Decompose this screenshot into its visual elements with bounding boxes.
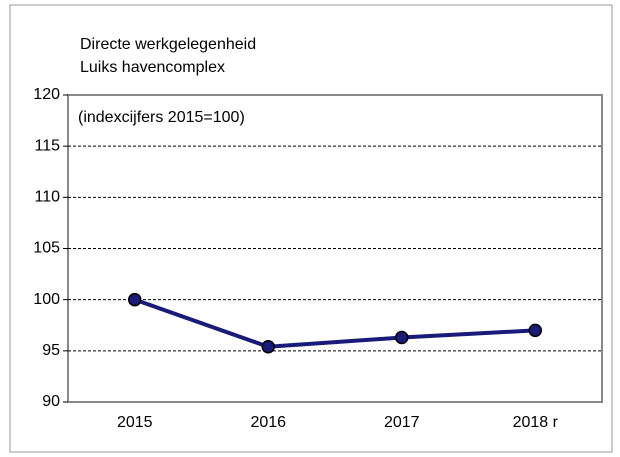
data-point: [395, 330, 409, 345]
x-tick-label: 2017: [384, 414, 420, 431]
y-tick-label: 110: [34, 189, 60, 206]
x-tick-label: 2018 r: [513, 414, 559, 431]
series-line: [134, 297, 536, 349]
y-tick-label: 100: [33, 291, 60, 308]
y-tick-label: 115: [34, 137, 60, 154]
chart-subtitle: Luiks havencomplex: [80, 59, 225, 76]
x-tick-label: 2016: [250, 414, 286, 431]
y-tick-label: 95: [42, 342, 60, 359]
y-tick-label: 105: [33, 240, 60, 257]
y-tick-label: 120: [33, 86, 60, 103]
y-tick-label: 90: [42, 393, 60, 410]
data-point: [528, 323, 542, 338]
data-point: [261, 339, 275, 354]
chart-title: Directe werkgelegenheid: [80, 36, 256, 53]
annotation: (indexcijfers 2015=100): [78, 109, 245, 126]
x-tick-label: 2015: [117, 414, 153, 431]
data-point: [128, 292, 142, 307]
